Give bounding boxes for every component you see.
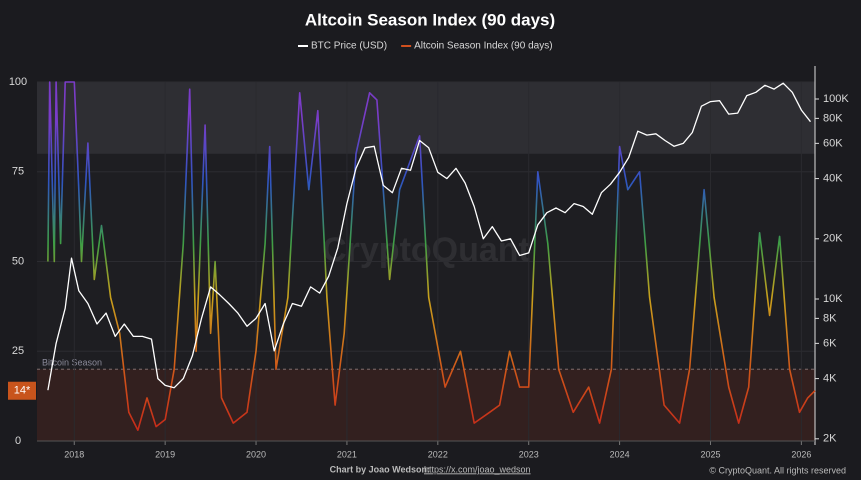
y2-tick-label: 2K bbox=[823, 433, 837, 445]
y2-tick-label: 10K bbox=[823, 293, 843, 305]
chart-title: Altcoin Season Index (90 days) bbox=[305, 10, 555, 29]
y2-tick-label: 4K bbox=[823, 372, 837, 384]
y-tick-label: 100 bbox=[9, 76, 27, 88]
y-tick-label: 25 bbox=[12, 345, 24, 357]
legend-label: BTC Price (USD) bbox=[311, 41, 387, 52]
x-tick-label: 2022 bbox=[428, 449, 448, 459]
footer-credit: Chart by Joao Wedson: bbox=[330, 464, 430, 474]
x-tick-label: 2020 bbox=[246, 449, 266, 459]
legend-label: Altcoin Season Index (90 days) bbox=[414, 41, 552, 52]
x-tick-label: 2026 bbox=[791, 449, 811, 459]
band bbox=[37, 82, 815, 154]
y2-tick-label: 6K bbox=[823, 337, 837, 349]
x-tick-label: 2018 bbox=[64, 449, 84, 459]
y-tick-label: 75 bbox=[12, 166, 24, 178]
x-tick-label: 2023 bbox=[519, 449, 539, 459]
y-tick-label: 50 bbox=[12, 255, 24, 267]
band bbox=[37, 369, 815, 441]
y-tick-label: 0 bbox=[15, 435, 21, 447]
current-label: 14* bbox=[14, 385, 31, 397]
y2-tick-label: 8K bbox=[823, 312, 837, 324]
footer-link[interactable]: https://x.com/joao_wedson bbox=[424, 464, 531, 474]
y2-tick-label: 40K bbox=[823, 172, 843, 184]
band-label: Bitcoin Season bbox=[42, 358, 102, 368]
series-line bbox=[47, 82, 812, 391]
x-tick-label: 2024 bbox=[610, 449, 630, 459]
current-badge bbox=[8, 381, 36, 400]
y2-tick-label: 20K bbox=[823, 233, 843, 245]
series-line bbox=[47, 81, 816, 431]
y2-tick-label: 60K bbox=[823, 137, 843, 149]
y2-tick-label: 80K bbox=[823, 112, 843, 124]
x-tick-label: 2021 bbox=[337, 449, 357, 459]
y2-tick-label: 100K bbox=[823, 93, 849, 105]
x-tick-label: 2025 bbox=[700, 449, 720, 459]
x-tick-label: 2019 bbox=[155, 449, 175, 459]
copyright: © CryptoQuant. All rights reserved bbox=[709, 465, 846, 475]
